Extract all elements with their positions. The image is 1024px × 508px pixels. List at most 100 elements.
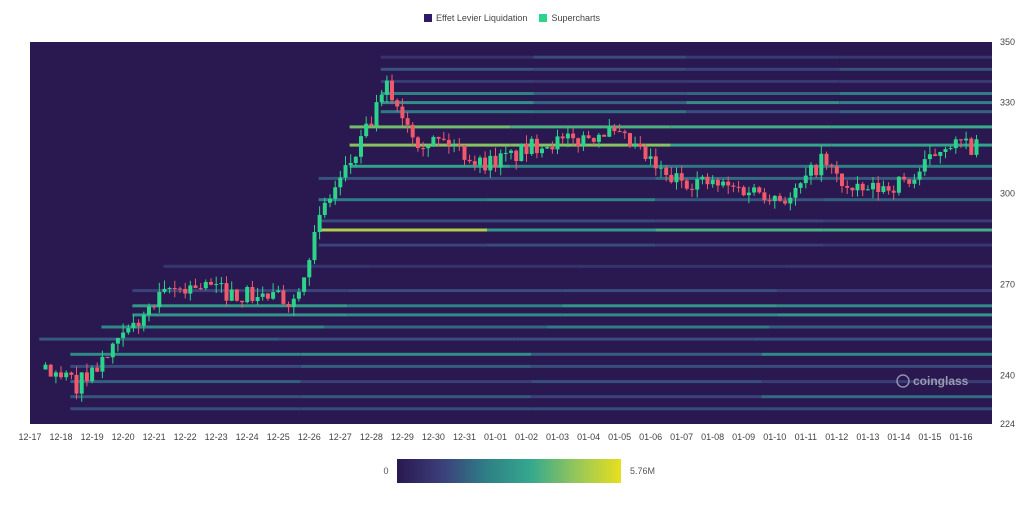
candle-body xyxy=(198,288,203,290)
liquidation-band xyxy=(769,325,992,329)
candle-body xyxy=(312,232,317,261)
candle-body xyxy=(369,123,374,126)
candle-body xyxy=(234,289,239,301)
candle-body xyxy=(364,123,369,137)
x-tick-label: 12-19 xyxy=(81,432,104,442)
liquidation-band xyxy=(277,337,516,341)
candle-body xyxy=(772,195,777,201)
candle-body xyxy=(555,136,560,150)
x-tick-label: 12-25 xyxy=(267,432,290,442)
candle-body xyxy=(529,138,534,154)
x-tick-label: 12-18 xyxy=(49,432,72,442)
liquidation-band xyxy=(132,304,348,308)
candle-body xyxy=(700,176,705,180)
liquidation-band xyxy=(132,289,348,293)
candle-body xyxy=(855,183,860,191)
legend-label-liquidation: Effet Levier Liquidation xyxy=(436,13,528,23)
x-tick-label: 01-11 xyxy=(795,432,817,442)
candle-body xyxy=(307,260,312,278)
candle-body xyxy=(653,156,658,169)
candle-body xyxy=(757,187,762,193)
liquidation-band xyxy=(380,55,534,59)
candle-body xyxy=(43,364,48,370)
liquidation-band xyxy=(839,55,992,59)
candle-body xyxy=(788,197,793,204)
heatmap-background xyxy=(30,42,992,424)
liquidation-band xyxy=(487,198,656,202)
y-tick-label: 330 xyxy=(1000,98,1015,108)
candle-body xyxy=(353,156,358,163)
candle-body xyxy=(467,159,472,162)
candle-body xyxy=(617,131,622,133)
x-tick-label: 01-07 xyxy=(670,432,693,442)
candle-body xyxy=(612,126,617,132)
candle-body xyxy=(115,338,120,344)
liquidation-band xyxy=(562,304,778,308)
candle-body xyxy=(405,118,410,125)
liquidation-band xyxy=(380,110,534,114)
candle-body xyxy=(384,80,389,95)
candle-body xyxy=(741,187,746,196)
candle-body xyxy=(436,136,441,139)
candle-body xyxy=(188,285,193,294)
x-tick-label: 01-04 xyxy=(577,432,600,442)
liquidation-band xyxy=(831,125,992,129)
candle-body xyxy=(79,372,84,394)
x-tick-label: 01-01 xyxy=(484,432,507,442)
candle-body xyxy=(907,179,912,184)
liquidation-band xyxy=(531,407,762,411)
liquidation-band xyxy=(318,243,487,247)
candle-body xyxy=(69,372,74,375)
candle-body xyxy=(95,367,100,372)
liquidation-band xyxy=(761,407,992,411)
liquidation-band xyxy=(300,395,532,399)
candle-body xyxy=(938,152,943,156)
liquidation-band xyxy=(324,325,547,329)
liquidation-band xyxy=(349,143,511,147)
liquidation-band xyxy=(380,79,534,83)
candle-body xyxy=(478,157,482,165)
x-tick-label: 01-02 xyxy=(515,432,538,442)
color-scale-bar xyxy=(397,459,621,483)
candle-body xyxy=(379,94,384,103)
liquidation-band xyxy=(70,380,301,384)
liquidation-band xyxy=(70,407,301,411)
liquidation-band xyxy=(823,228,992,232)
candle-body xyxy=(850,187,855,191)
candle-body xyxy=(933,154,938,156)
liquidation-band xyxy=(670,143,832,147)
candle-body xyxy=(715,179,720,186)
candle-body xyxy=(948,148,953,150)
candle-body xyxy=(959,139,963,141)
liquidation-band xyxy=(533,67,687,71)
y-tick-label: 240 xyxy=(1000,371,1015,381)
y-tick-label: 350 xyxy=(1000,37,1015,47)
candle-body xyxy=(664,167,669,175)
candle-body xyxy=(798,183,803,188)
candle-body xyxy=(167,288,172,289)
liquidation-band xyxy=(531,364,762,368)
chart-legend: Effet Levier Liquidation Supercharts xyxy=(0,13,1024,23)
candle-body xyxy=(746,192,751,196)
liquidation-band xyxy=(347,304,563,308)
candle-body xyxy=(726,181,731,186)
candle-body xyxy=(209,282,213,285)
candle-body xyxy=(214,284,219,286)
candle-body xyxy=(690,188,694,190)
liquidation-band xyxy=(777,289,992,293)
liquidation-band xyxy=(300,407,532,411)
candle-body xyxy=(974,139,979,155)
candle-body xyxy=(245,287,250,303)
liquidation-band xyxy=(533,79,687,83)
liquidation-band xyxy=(318,198,487,202)
candle-body xyxy=(674,173,679,183)
legend-item-liquidation[interactable]: Effet Levier Liquidation xyxy=(424,13,527,23)
candle-body xyxy=(705,176,710,185)
x-tick-label: 12-22 xyxy=(174,432,197,442)
x-tick-label: 12-26 xyxy=(298,432,321,442)
candle-body xyxy=(446,139,451,146)
candle-body xyxy=(840,173,844,186)
legend-item-supercharts[interactable]: Supercharts xyxy=(539,13,600,23)
liquidation-band xyxy=(510,143,671,147)
x-tick-label: 01-08 xyxy=(701,432,724,442)
